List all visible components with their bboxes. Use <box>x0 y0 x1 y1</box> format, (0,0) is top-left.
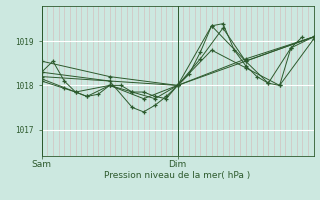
X-axis label: Pression niveau de la mer( hPa ): Pression niveau de la mer( hPa ) <box>104 171 251 180</box>
